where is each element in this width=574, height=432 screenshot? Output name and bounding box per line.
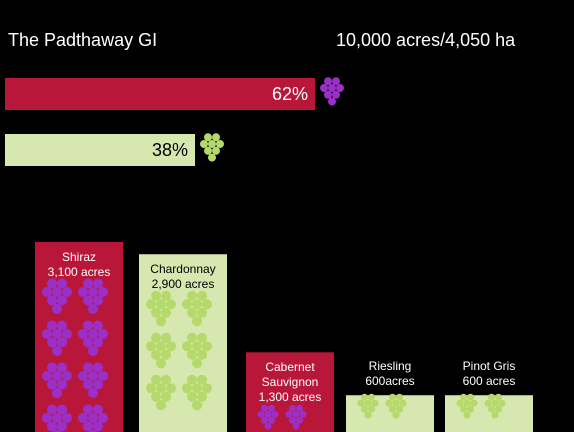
grape-icon <box>285 404 307 430</box>
grape-icon <box>78 404 108 432</box>
grape-icon <box>78 320 108 356</box>
grape-icon <box>320 77 344 106</box>
grape-icon <box>42 278 72 314</box>
grape-icon <box>257 404 279 430</box>
category-label: Shiraz <box>61 249 96 264</box>
category-label: Cabernet Sauvignon <box>261 360 319 390</box>
grape-icon <box>182 332 212 369</box>
grape-icon <box>78 362 108 398</box>
bar <box>5 134 195 166</box>
value-label: 600acres <box>365 374 415 389</box>
value-label: 38% <box>152 140 188 160</box>
value-label: 600 acres <box>462 374 516 389</box>
category-label: Riesling <box>368 359 412 374</box>
grape-icon <box>182 374 212 411</box>
grape-icon <box>146 290 176 327</box>
grape-icon <box>146 332 176 369</box>
grape-icon <box>200 133 224 162</box>
chart-subtitle: 10,000 acres/4,050 ha <box>336 30 516 50</box>
grape-icon <box>42 404 72 432</box>
grape-icon <box>385 393 407 419</box>
bar <box>5 78 315 110</box>
category-label: Pinot Gris <box>462 359 516 374</box>
category-label: Chardonnay <box>150 262 216 277</box>
value-label: 62% <box>272 84 308 104</box>
grape-icon <box>357 393 379 419</box>
grape-icon <box>78 278 108 314</box>
grape-icon <box>42 320 72 356</box>
grape-icon <box>182 290 212 327</box>
chart-title: The Padthaway GI <box>8 30 158 50</box>
value-label: 2,900 acres <box>151 277 215 292</box>
value-label: 1,300 acres <box>258 390 322 405</box>
grape-icon <box>42 362 72 398</box>
grape-icon <box>456 393 478 419</box>
grape-icon <box>146 374 176 411</box>
value-label: 3,100 acres <box>47 264 111 279</box>
grape-icon <box>484 393 506 419</box>
